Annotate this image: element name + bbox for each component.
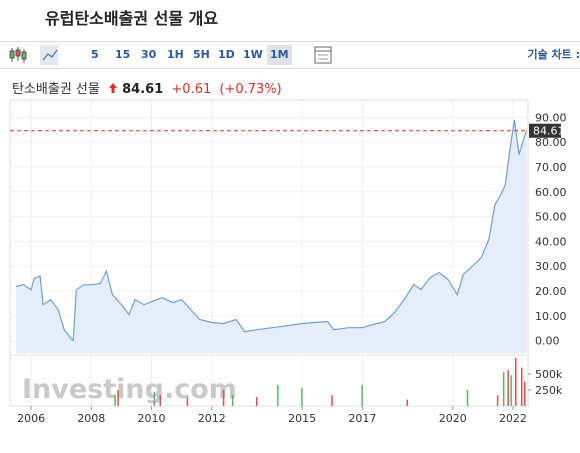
volume-bar [507,370,509,406]
volume-bar [331,395,333,406]
x-tick-label: 2008 [77,412,105,425]
last-price: 84.61 [122,82,164,97]
volume-bar [222,389,225,406]
volume-bar [496,395,499,406]
technical-chart-link[interactable]: 기술 차트 : [527,48,580,61]
interval-button[interactable]: 5H [193,48,210,61]
x-tick-label: 2012 [198,412,226,425]
interval-button[interactable]: 30 [141,48,157,61]
table-icon[interactable] [313,45,333,65]
volume-tick-label: 250k [535,384,563,397]
interval-button[interactable]: 1W [243,48,263,61]
x-tick-label: 2006 [17,412,45,425]
volume-bar [114,395,116,406]
volume-bar [153,391,156,406]
line [15,119,528,342]
chart-type-icons[interactable] [8,42,58,68]
up-arrow [109,83,117,93]
interval-button[interactable]: 1D [218,48,235,61]
y-tick-label: 90.00 [535,111,567,124]
volume-bar [159,395,162,406]
volume-bar [523,381,526,406]
volume-bar [502,372,505,406]
plot-frame [9,99,529,407]
volume-bar [255,397,258,406]
volume-bar [117,389,119,406]
volume-bar [231,395,234,406]
volume-bar [361,384,363,406]
y-tick-label: 80.00 [535,136,567,149]
last-price-box [529,123,561,138]
interval-button[interactable]: 1M [267,45,292,65]
volume-bar [510,375,512,406]
volume-bar [301,388,303,406]
y-tick-label: 60.00 [535,186,567,199]
volume-bar [520,367,523,406]
instrument-name: 탄소배출권 선물 [12,82,100,97]
watermark: Investing.com [22,374,237,405]
y-tick-label: 40.00 [535,235,567,248]
y-tick-label: 10.00 [535,310,567,323]
volume-bar [406,399,409,406]
quote-line: 탄소배출권 선물 84.61 +0.61 (+0.73%) [12,78,282,97]
change: +0.61 [171,82,212,97]
change-percent: (+0.73%) [219,82,282,97]
volume-bar [466,389,469,406]
x-tick-label: 2022 [499,412,527,425]
interval-button[interactable]: 15 [115,48,131,61]
y-tick-label: 50.00 [535,211,567,224]
toolbar: 5 15 30 1H 5H 1D 1W 1M 기술 차트 : [0,41,580,69]
x-tick-label: 2010 [138,412,166,425]
interval-button[interactable]: 1H [167,48,184,61]
interval-button[interactable]: 5 [91,48,99,61]
y-tick-label: 30.00 [535,260,567,273]
area [16,119,527,353]
y-tick-label: 70.00 [535,161,567,174]
y-tick-label: 20.00 [535,285,567,298]
volume-bar [186,397,189,406]
y-tick-label: 0.00 [535,335,560,348]
volume-bar [277,384,279,406]
last-price-label: 84.61 [533,125,565,138]
volume-bar [514,357,517,406]
x-tick-label: 2020 [439,412,467,425]
x-tick-label: 2015 [288,412,316,425]
x-tick-label: 2017 [348,412,376,425]
volume-tick-label: 500k [535,368,563,381]
page-title: 유럽탄소배출권 선물 개요 [45,9,219,28]
